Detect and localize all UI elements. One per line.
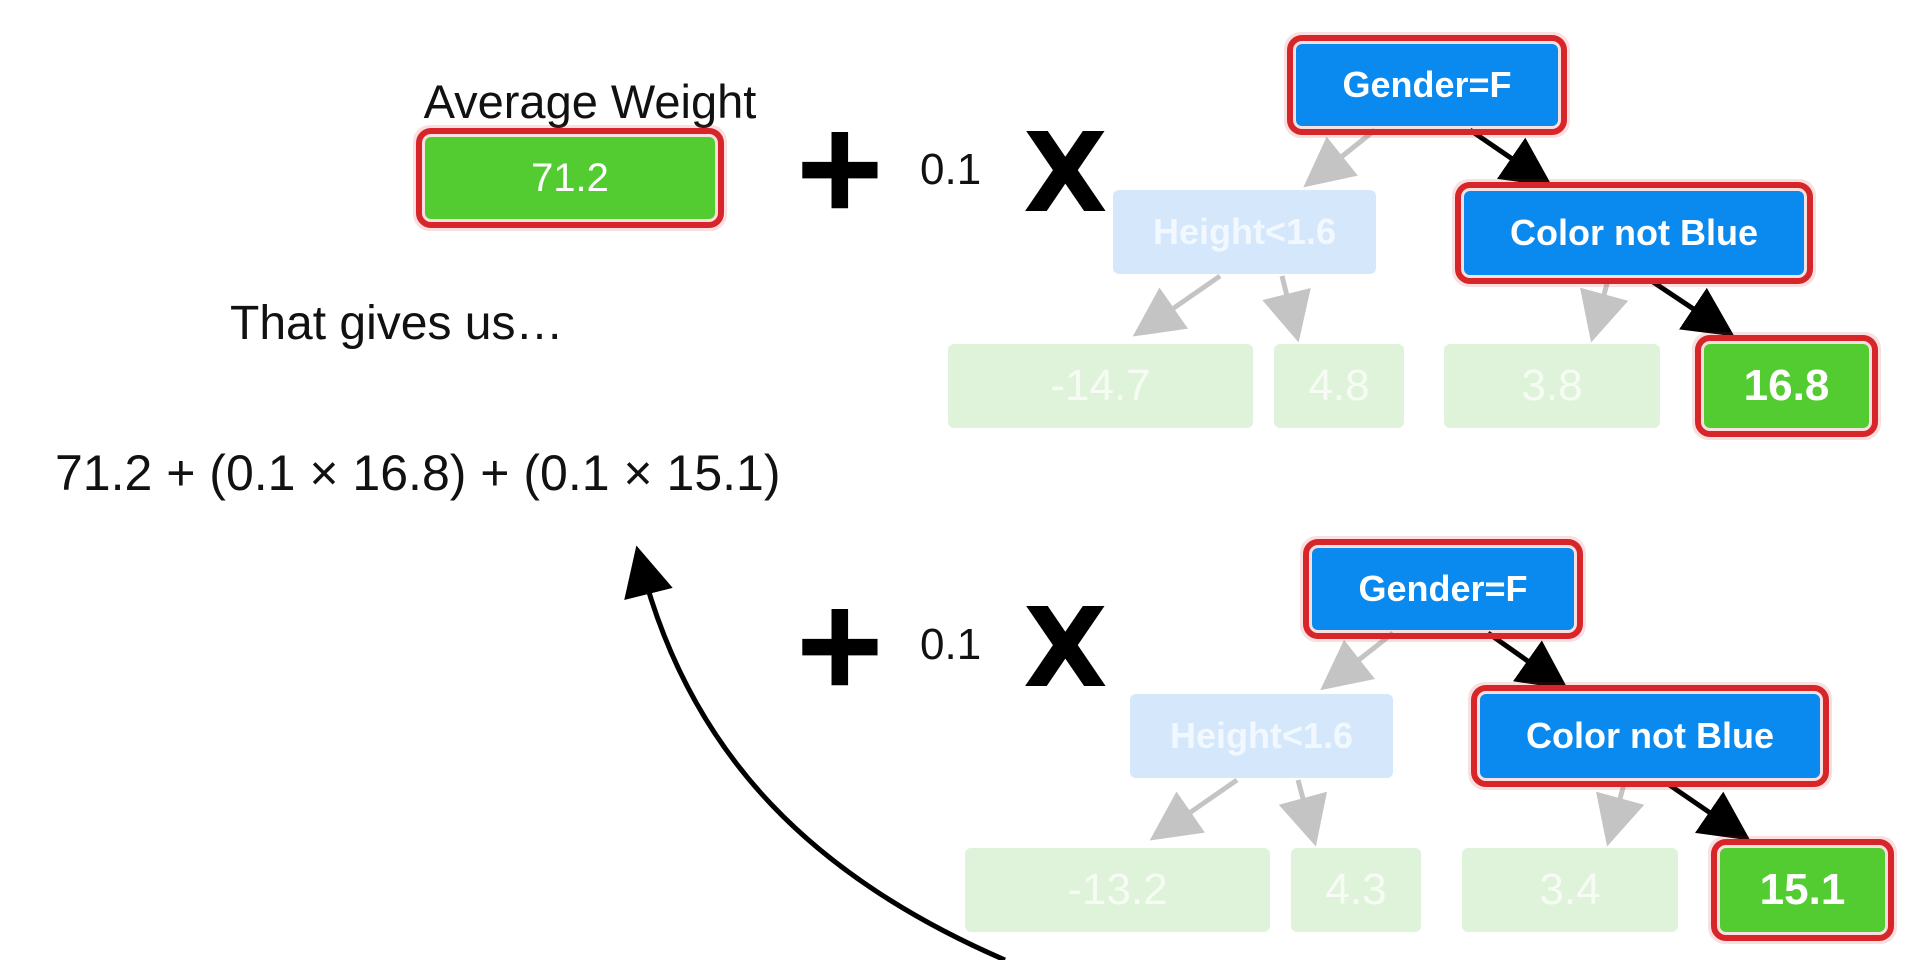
- prediction-formula: 71.2 + (0.1 × 16.8) + (0.1 × 15.1): [55, 445, 781, 501]
- tree2-leaf-1: -13.2: [965, 848, 1270, 932]
- edge-t2-left-leaf1: [1149, 777, 1239, 841]
- curved-arrow: [624, 545, 1006, 960]
- edge-t1-right-leaf4: [1648, 277, 1735, 337]
- tree1-right-split-node: Color not Blue: [1455, 182, 1813, 284]
- gives-us-text: That gives us…: [230, 297, 564, 350]
- edge-t1-left-leaf2: [1262, 275, 1311, 343]
- tree2-root-node: Gender=F: [1303, 539, 1583, 639]
- learning-rate-2: 0.1: [920, 620, 982, 669]
- edge-t1-root-right: [1468, 127, 1553, 187]
- plus-sign-2: +: [796, 561, 884, 729]
- edge-t2-root-left: [1320, 631, 1395, 691]
- edge-t2-right-leaf4: [1666, 781, 1751, 841]
- times-sign-2: X: [1023, 584, 1108, 712]
- tree1-leaf-3: 3.8: [1444, 344, 1660, 428]
- edge-t1-root-left: [1303, 128, 1377, 188]
- edge-t2-left-leaf2: [1278, 779, 1328, 847]
- tree1-left-split-node: Height<1.6: [1113, 190, 1376, 274]
- edge-t2-root-right: [1486, 630, 1569, 690]
- tree1-root-node: Gender=F: [1287, 35, 1567, 135]
- average-weight-value: 71.2: [416, 128, 724, 228]
- edge-t2-right-leaf3: [1596, 783, 1645, 847]
- plus-sign-1: +: [796, 84, 884, 252]
- learning-rate-1: 0.1: [920, 145, 982, 194]
- tree1-leaf-2: 4.8: [1274, 344, 1404, 428]
- tree2-left-split-node: Height<1.6: [1130, 694, 1393, 778]
- tree2-right-split-node: Color not Blue: [1471, 685, 1829, 787]
- tree2-leaf-2: 4.3: [1291, 848, 1421, 932]
- tree2-leaf-4: 15.1: [1711, 839, 1894, 941]
- average-weight-title: Average Weight: [423, 75, 757, 128]
- tree1-leaf-1: -14.7: [948, 344, 1253, 428]
- edge-t1-right-leaf3: [1580, 279, 1629, 343]
- times-sign-1: X: [1023, 109, 1108, 237]
- tree1-leaf-4: 16.8: [1695, 335, 1878, 437]
- edge-t1-left-leaf1: [1132, 273, 1222, 337]
- tree2-leaf-3: 3.4: [1462, 848, 1678, 932]
